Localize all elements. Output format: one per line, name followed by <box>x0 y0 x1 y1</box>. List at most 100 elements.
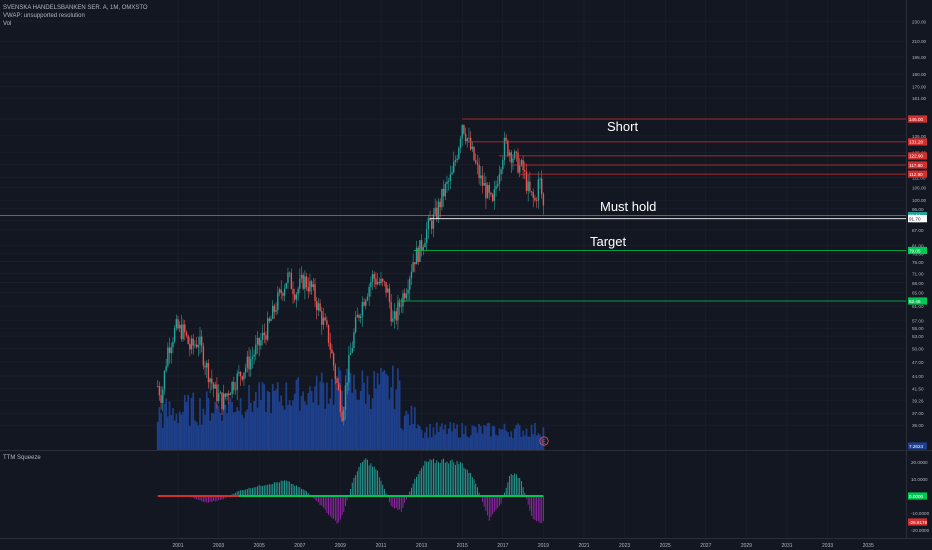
volume-bar <box>232 412 235 450</box>
volume-bar <box>320 372 323 450</box>
volume-bar <box>292 400 294 450</box>
volume-bar <box>412 424 414 450</box>
volume-bar <box>207 398 210 450</box>
time-tick-label: 2007 <box>294 543 305 549</box>
vwap-legend[interactable]: VWAP: unsupported resolution <box>3 13 85 19</box>
volume-bar <box>275 389 277 450</box>
volume-bar <box>376 373 379 450</box>
volume-bar <box>238 411 240 450</box>
volume-bar <box>485 426 487 450</box>
volume-bar <box>393 409 396 450</box>
candle-body <box>481 175 484 186</box>
candle-body <box>365 300 367 306</box>
volume-bar <box>194 420 196 450</box>
candle-body <box>217 393 220 402</box>
price-tick-label: 75.00 <box>912 260 924 265</box>
volume-marker[interactable]: E <box>539 436 549 446</box>
candle-body <box>273 305 276 312</box>
candle-body <box>162 389 164 403</box>
volume-bar <box>391 365 394 450</box>
candle-body <box>456 158 458 161</box>
price-label-tag[interactable] <box>908 161 927 169</box>
volume-bar <box>408 425 411 450</box>
volume-bar <box>500 429 502 450</box>
vol-legend[interactable]: Vol <box>3 21 12 27</box>
symbol-title[interactable]: SVENSKA HANDELSBANKEN SER. A, 1M, OMXSTO <box>3 5 148 11</box>
candle-body <box>314 284 316 302</box>
level-lines[interactable] <box>0 118 906 302</box>
volume-marker-circle[interactable] <box>539 436 549 446</box>
volume-bar <box>397 368 399 450</box>
volume-bar <box>182 411 184 450</box>
candle-body <box>239 371 242 377</box>
time-tick-label: 2019 <box>538 543 549 549</box>
volume-bar <box>342 406 345 450</box>
candle-body <box>214 384 216 389</box>
volume-bar <box>468 437 470 450</box>
volume-bar <box>331 378 333 450</box>
volume-bar <box>241 414 244 450</box>
volume-bar <box>297 377 299 450</box>
candle-body <box>527 181 529 191</box>
volume-bar <box>413 407 416 450</box>
volume-bar <box>459 437 462 450</box>
candle-body <box>405 293 408 299</box>
short-annotation[interactable]: Short <box>607 119 639 134</box>
price-label-tag[interactable] <box>908 297 927 305</box>
volume-bar <box>520 436 523 450</box>
volume-bar <box>507 432 509 450</box>
candle-body <box>425 229 428 243</box>
price-tick-label: 65.00 <box>912 290 924 295</box>
price-label-tag[interactable] <box>908 152 927 160</box>
volume-bar <box>231 401 233 450</box>
candle-body <box>361 302 364 317</box>
price-label-tag[interactable] <box>908 115 927 123</box>
candle-body <box>505 137 507 141</box>
candle-body <box>192 338 194 346</box>
squeeze-pane-title[interactable]: TTM Squeeze <box>3 455 41 461</box>
candle-body <box>419 240 421 262</box>
volume-bar <box>305 404 308 450</box>
squeeze-label-tag[interactable] <box>908 518 927 526</box>
must-hold-annotation[interactable]: Must hold <box>600 199 657 214</box>
volume-bar <box>523 435 526 450</box>
candle-body <box>458 147 460 159</box>
volume-bar <box>221 420 223 450</box>
candle-body <box>270 318 272 321</box>
volume-bar <box>501 429 504 450</box>
volume-bar <box>217 405 220 450</box>
volume-bar <box>224 404 227 450</box>
price-label-tag[interactable] <box>908 246 927 255</box>
volume-bar <box>214 401 217 450</box>
price-label-text: 91.70 <box>909 216 921 221</box>
volume-bar <box>298 410 301 450</box>
price-tick-label: 96.00 <box>912 207 924 212</box>
candle-body <box>475 160 477 163</box>
volume-bar <box>427 437 430 450</box>
price-label-tag[interactable] <box>908 442 927 450</box>
candle-body <box>390 302 392 322</box>
candle-body <box>327 324 330 343</box>
volume-bar <box>479 426 482 450</box>
candle-body <box>241 376 243 380</box>
candle-body <box>163 370 166 390</box>
candle-body <box>466 138 468 141</box>
candle-body <box>243 372 245 380</box>
volume-bar <box>332 404 335 450</box>
price-label-tag[interactable] <box>908 215 927 223</box>
squeeze-label-tag[interactable] <box>908 492 927 500</box>
candle-body <box>290 272 293 290</box>
target-annotation[interactable]: Target <box>590 234 627 249</box>
volume-bar <box>180 414 183 450</box>
volume-bar <box>398 380 401 450</box>
price-label-tag[interactable] <box>908 170 927 178</box>
volume-bar <box>515 424 518 450</box>
volume-bar <box>266 390 269 450</box>
volume-bar <box>442 429 445 450</box>
price-label-tag[interactable] <box>908 138 927 146</box>
candle-body <box>385 282 387 293</box>
volume-bar <box>420 429 423 450</box>
volume-bar <box>454 428 457 450</box>
volume-bar <box>304 401 306 450</box>
